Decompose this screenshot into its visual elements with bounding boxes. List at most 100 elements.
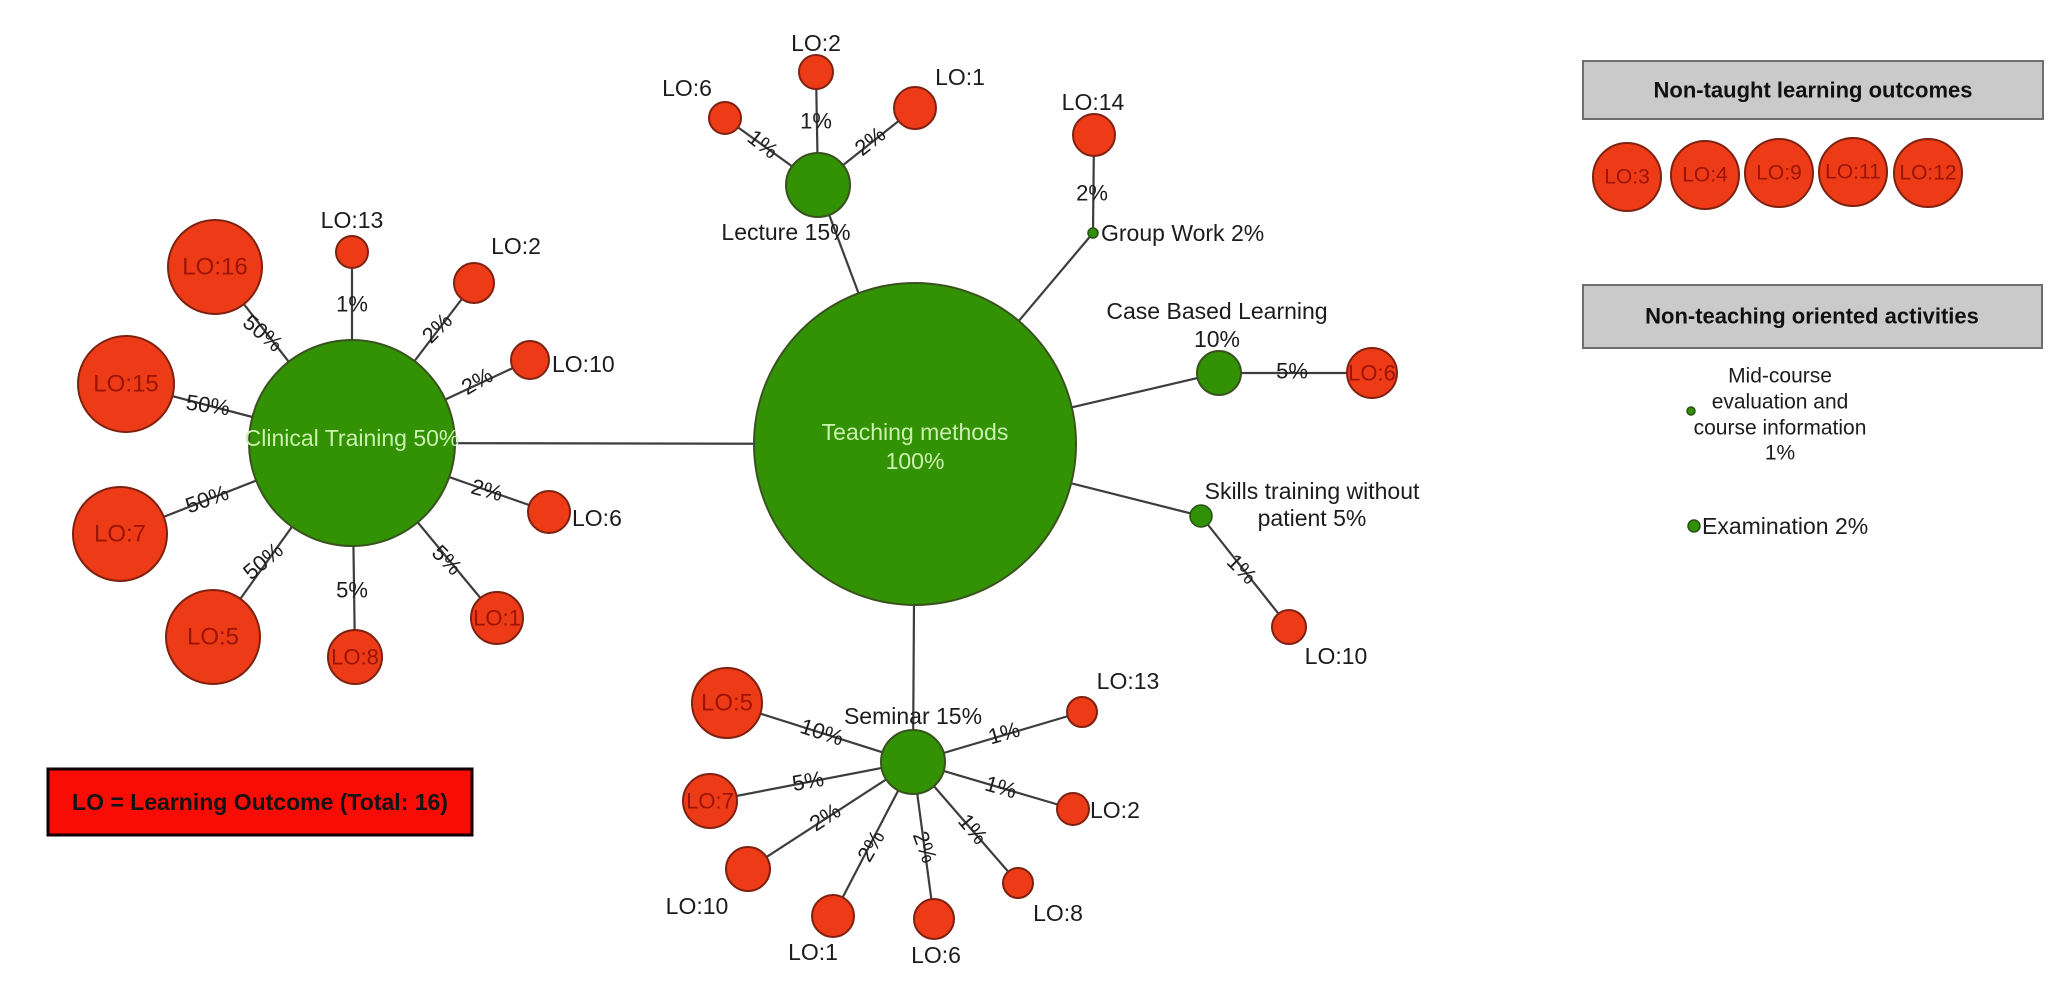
node-teaching-methods <box>753 282 1077 606</box>
node-nontaught-lo11 <box>1818 137 1888 207</box>
node-lecture-lo6 <box>708 101 742 135</box>
non-taught-panel: Non-taught learning outcomes LO:3 LO:4 L… <box>1582 60 2044 212</box>
edge-pct: 2% <box>468 474 505 506</box>
node-seminar-lo6 <box>913 898 955 940</box>
node-clinical-lo1 <box>470 591 524 645</box>
skills-node-label-line2: patient 5% <box>1258 505 1367 531</box>
edge-pct: 5% <box>1276 359 1308 384</box>
center-node-pct: 100% <box>886 448 945 474</box>
non-teaching-panel: Non-teaching oriented activities Mid-cou… <box>1582 284 2043 539</box>
lo-label: LO:8 <box>331 645 379 670</box>
lo-label: LO:7 <box>94 521 146 548</box>
seminar-node-label: Seminar 15% <box>844 703 982 729</box>
lo-label: LO:16 <box>182 254 247 281</box>
lecture-node-label: Lecture 15% <box>721 219 850 245</box>
branch-lo-labels: LO:14 2% LO:6 5% LO:10 1% <box>1062 89 1396 669</box>
node-clinical-lo5 <box>165 589 261 685</box>
node-nontaught-lo9 <box>1744 138 1814 208</box>
node-groupwork-lo14 <box>1072 113 1116 157</box>
non-teaching-header-box <box>1582 284 2043 349</box>
non-taught-header-box <box>1582 60 2044 120</box>
lo-label: LO:2 <box>491 233 541 259</box>
node-lecture-lo2 <box>798 54 834 90</box>
edge-pct: 1% <box>982 771 1019 804</box>
node-seminar-lo7 <box>682 773 738 829</box>
lo-label: LO:14 <box>1062 89 1125 115</box>
lo-label: LO:11 <box>1825 161 1881 184</box>
edge-pct: 50% <box>182 480 232 519</box>
lo-label: LO:9 <box>1756 162 1802 185</box>
node-group-work <box>1087 227 1099 239</box>
lo-label: LO:13 <box>1097 668 1160 694</box>
non-taught-header: Non-taught learning outcomes <box>1654 78 1973 103</box>
lo-label: LO:10 <box>1305 643 1368 669</box>
edge-pct: 1% <box>336 292 368 317</box>
lo-label: LO:1 <box>935 64 985 90</box>
node-examination-dot <box>1687 519 1701 533</box>
lo-label: LO:1 <box>788 939 838 965</box>
clinical-lo-labels: LO:16 LO:13 LO:2 LO:10 LO:6 LO:1 LO:8 LO… <box>93 207 622 670</box>
lo-label: LO:2 <box>1090 797 1140 823</box>
lo-label: LO:4 <box>1682 164 1728 187</box>
edge-pct: 2% <box>457 362 497 400</box>
node-lecture <box>785 152 851 218</box>
non-teaching-header: Non-teaching oriented activities <box>1645 304 1979 329</box>
edge-pct: 2% <box>805 798 845 836</box>
edge-pct: 1% <box>1222 549 1262 589</box>
edge-pct: 2% <box>908 828 942 866</box>
lo-label: LO:15 <box>93 371 158 398</box>
lo-label: LO:1 <box>473 606 521 631</box>
midcourse-label-line3: course information <box>1694 417 1867 440</box>
node-clinical-lo6 <box>527 490 571 534</box>
midcourse-label-line2: evaluation and <box>1712 391 1849 414</box>
node-clinical-lo16 <box>167 219 263 315</box>
lo-label: LO:3 <box>1604 166 1650 189</box>
edge-pct: 1% <box>743 124 783 163</box>
lo-label: LO:6 <box>1348 361 1396 386</box>
node-midcourse-dot <box>1686 406 1696 416</box>
skills-node-label-line1: Skills training without <box>1205 478 1420 504</box>
node-nontaught-lo3 <box>1592 142 1662 212</box>
node-skills-lo10 <box>1271 609 1307 645</box>
edge-pct: 5% <box>336 578 368 603</box>
casebased-node-label: Case Based Learning <box>1106 298 1327 324</box>
node-nontaught-lo12 <box>1893 138 1963 208</box>
lo-label: LO:10 <box>552 351 615 377</box>
edge-pct: 1% <box>800 109 832 134</box>
lo-label: LO:8 <box>1033 900 1083 926</box>
examination-label: Examination 2% <box>1702 513 1868 539</box>
lecture-lo-labels: LO:6 LO:2 LO:1 1% 1% 2% <box>662 30 985 164</box>
lo-label: LO:10 <box>666 893 729 919</box>
node-seminar <box>880 729 946 795</box>
node-clinical-lo2 <box>453 262 495 304</box>
node-clinical-lo13 <box>335 235 369 269</box>
node-seminar-lo13 <box>1066 696 1098 728</box>
edge-pct: 50% <box>184 390 231 421</box>
node-clinical-lo10 <box>510 340 550 380</box>
method-nodes <box>248 152 1242 795</box>
edge-seminar-lo7 <box>709 760 914 803</box>
edge-pct: 5% <box>790 766 826 796</box>
edge-pct: 10% <box>797 713 847 750</box>
clinical-node-label: Clinical Training 50% <box>245 425 460 451</box>
legend-note-box: LO = Learning Outcome (Total: 16) <box>46 767 474 837</box>
node-casebased-lo6 <box>1346 347 1398 399</box>
node-clinical-lo15 <box>77 335 175 433</box>
node-nontaught-lo4 <box>1670 140 1740 210</box>
casebased-node-pct: 10% <box>1194 326 1240 352</box>
edge-pct: 1% <box>985 717 1022 750</box>
lo-label: LO:5 <box>187 624 239 651</box>
midcourse-label-line1: Mid-course <box>1728 365 1832 388</box>
node-labels: Teaching methods 100% Clinical Training … <box>245 219 1420 729</box>
legend-note-rect <box>46 767 474 837</box>
node-case-based-learning <box>1196 350 1242 396</box>
groupwork-node-label: Group Work 2% <box>1101 220 1264 246</box>
node-seminar-lo5 <box>691 667 763 739</box>
lo-label: LO:6 <box>911 942 961 968</box>
node-clinical-lo8 <box>327 629 383 685</box>
lo-label: LO:5 <box>701 690 753 717</box>
node-seminar-lo8 <box>1002 867 1034 899</box>
node-skills-training <box>1189 504 1213 528</box>
node-seminar-lo10 <box>725 846 771 892</box>
lo-label: LO:2 <box>791 30 841 56</box>
